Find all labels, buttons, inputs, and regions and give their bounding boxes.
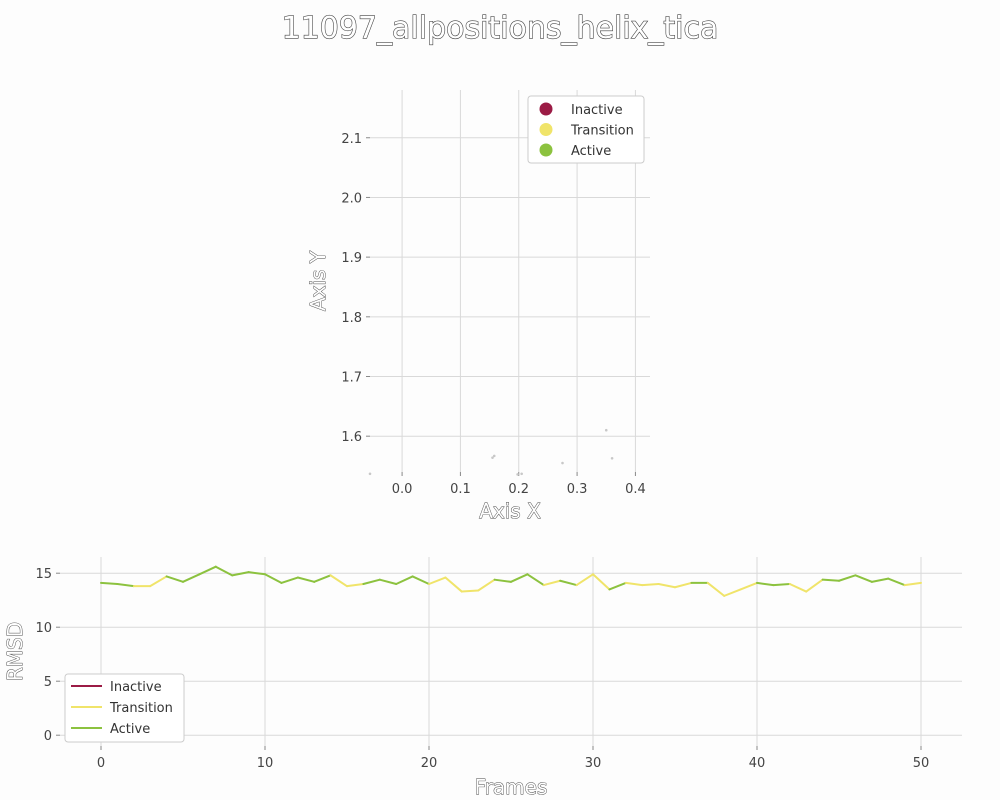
rmsd-segment-active [247,571,266,576]
rmsd-segment-active [231,571,250,577]
rmsd-segment-transition [477,578,496,592]
rmsd-segment-transition [903,581,922,587]
scatter-plot: 0.0 0.1 0.2 0.3 0.4 1.6 1.7 1.8 1.9 2.0 2.1 Axis X A… [306,90,650,523]
rmsd-segment-active [362,578,381,585]
y-tick-label: 5 [44,675,52,690]
x-axis-title: Frames [475,775,548,799]
scatter-point [491,456,494,459]
rmsd-segment-transition [624,581,644,587]
rmsd-segment-active [411,575,430,585]
rmsd-segment-active [264,573,283,584]
scatter-point [561,461,564,465]
rmsd-segment-active [887,577,906,587]
y-tick-label: 15 [35,567,52,582]
y-tick-label: 2.0 [341,191,362,206]
y-tick-label: 1.8 [341,311,362,326]
y-tick-label: 1.7 [341,371,362,386]
rmsd-segment-transition [706,581,726,597]
rmsd-segment-transition [805,578,824,593]
rmsd-segment-transition [444,576,463,593]
rmsd-segment-active [821,578,840,582]
rmsd-segment-transition [329,574,348,588]
y-tick-label: 2.1 [341,132,362,147]
rmsd-segment-active [395,575,414,585]
rmsd-segment-active [214,565,234,577]
rmsd-segment-active [100,581,119,585]
rmsd-segment-active [772,583,791,587]
rmsd-segment-transition [739,581,758,591]
x-tick-label: 10 [257,756,274,771]
x-tick-label: 0.1 [450,482,471,497]
rmsd-segment-transition [723,588,742,597]
rmsd-segment-transition [575,573,594,587]
rmsd-segment-active [608,581,627,591]
y-tick-label: 1.9 [341,251,362,266]
y-tick-label: 0 [44,729,52,744]
rmsd-segment-active [280,576,299,584]
y-axis-title: Axis Y [306,250,330,311]
x-tick-label: 20 [421,756,438,771]
rmsd-segment-active [313,574,332,583]
rmsd-segment-active [854,574,873,583]
rmsd-segment-active [165,575,184,583]
legend-label-transition: Transition [570,124,634,139]
rmsd-segment-transition [674,581,693,589]
x-tick-label: 0.0 [392,482,413,497]
scatter-legend [527,95,645,164]
y-axis-title: RMSD [3,622,27,681]
rmsd-segment-active [378,578,398,585]
x-tick-label: 0.2 [508,482,529,497]
rmsd-segment-active [510,573,529,583]
rmsd-segment-active [182,573,201,583]
y-tick-label: 10 [35,621,52,636]
x-tick-label: 0 [97,756,105,771]
x-tick-label: 50 [913,756,930,771]
rmsd-segment-active [493,578,512,583]
rmsd-segment-transition [788,583,808,593]
rmsd-segment-active [870,577,890,583]
rmsd-segment-active [198,565,217,576]
legend-label-inactive: Inactive [571,103,623,118]
rmsd-segment-transition [428,576,447,585]
figure-title: 11097_allpositions_helix_tica [282,11,719,46]
rmsd-segment-transition [657,583,676,589]
rmsd-segment-transition [592,573,611,591]
rmsd-segment-transition [346,583,365,588]
rmsd-segment-transition [460,589,480,593]
scatter-point [368,472,372,476]
rmsd-legend [64,673,185,743]
rmsd-segment-active [296,576,316,583]
legend-marker-active [539,143,553,157]
x-tick-label: 0.3 [567,482,588,497]
scatter-point [604,428,608,432]
rmsd-segment-transition [149,575,168,588]
legend-marker-transition [539,123,553,136]
rmsd-segment-active [559,579,578,587]
rmsd-segment-active [116,583,135,588]
legend-marker-inactive [539,102,553,116]
x-tick-label: 0.4 [625,482,646,497]
rmsd-line-plot: 0 10 20 30 40 50 0 5 10 15 Frames RMSD Inactive Trans… [3,557,962,799]
legend-label-active: Active [110,722,150,737]
rmsd-segment-active [526,573,545,587]
x-axis-title: Axis X [479,499,541,523]
rmsd-segment-active [838,574,857,582]
scatter-point [520,472,523,476]
rmsd-segment-active [756,581,775,587]
scatter-point [610,456,614,460]
scatter-point [516,473,519,476]
x-tick-label: 40 [749,756,766,771]
scatter-point [492,454,496,458]
rmsd-segment-transition [542,579,562,587]
y-tick-label: 1.6 [341,430,362,445]
legend-label-active: Active [571,144,611,159]
x-tick-label: 30 [585,756,602,771]
legend-label-transition: Transition [109,701,173,716]
rmsd-segment-transition [641,583,660,587]
legend-label-inactive: Inactive [110,680,162,695]
